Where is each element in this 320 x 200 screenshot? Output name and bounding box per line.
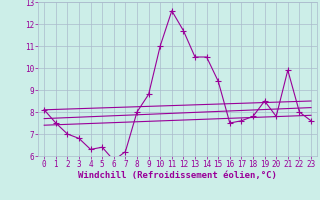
X-axis label: Windchill (Refroidissement éolien,°C): Windchill (Refroidissement éolien,°C) [78,171,277,180]
